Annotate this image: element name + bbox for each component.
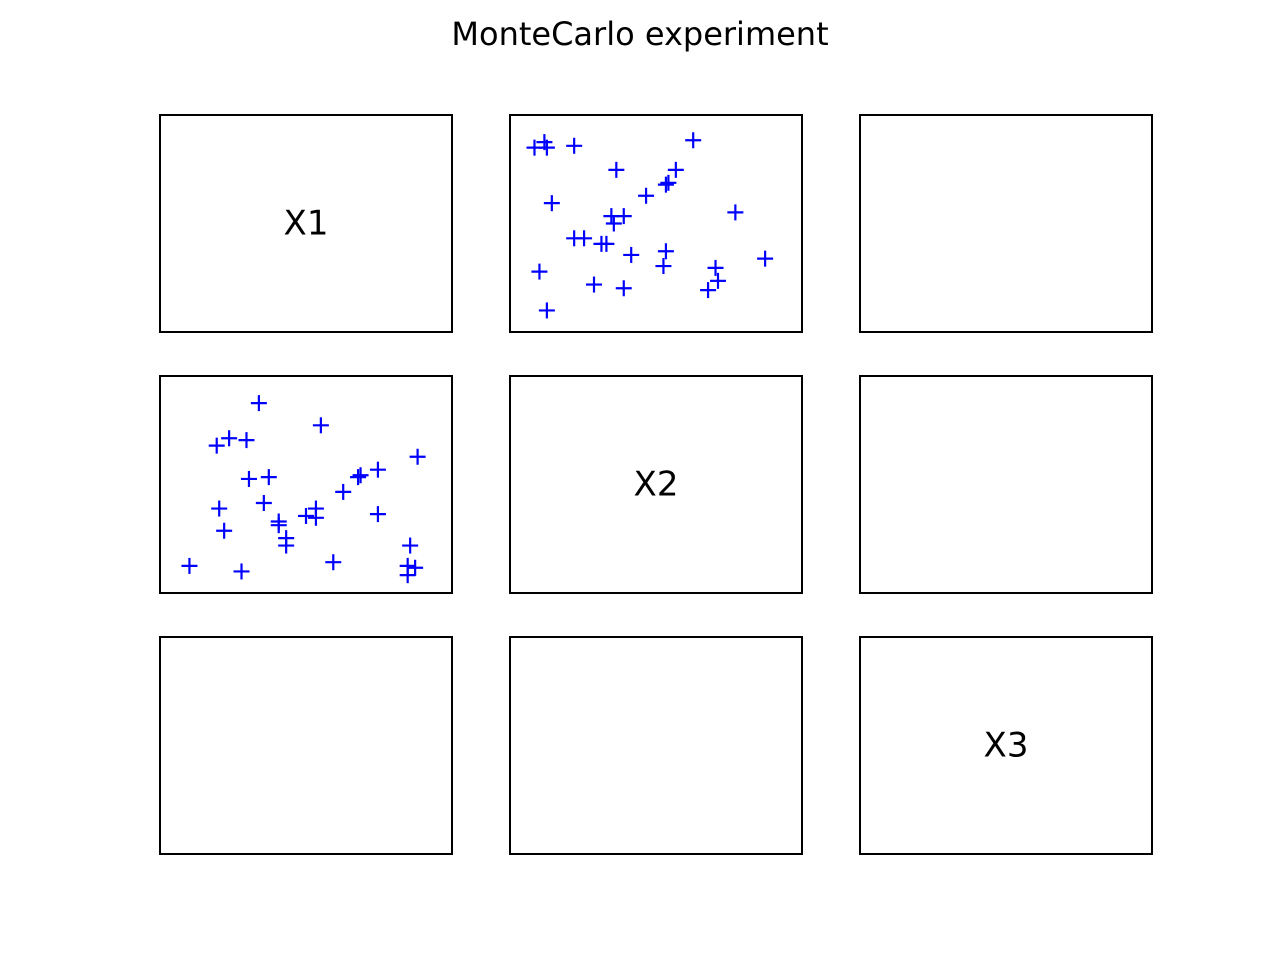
scatter-point — [181, 557, 198, 574]
scatter-point — [700, 282, 717, 299]
panel-frame — [509, 636, 803, 855]
scatter-point — [608, 161, 625, 178]
scatter-point — [350, 469, 367, 486]
panel-frame — [159, 114, 453, 333]
diagonal-label-x2: X2 — [634, 465, 679, 505]
panel-r2-c1 — [509, 636, 803, 855]
panel-r1-c1: X2 — [509, 375, 803, 594]
diagonal-label-x3: X3 — [984, 726, 1029, 766]
scatter-point — [238, 432, 255, 449]
scatter-point — [352, 467, 369, 484]
diagonal-label-x1: X1 — [284, 204, 329, 244]
scatter-point — [407, 559, 424, 576]
panel-r2-c0 — [159, 636, 453, 855]
scatter-point — [250, 395, 267, 412]
scatter-point — [270, 513, 287, 530]
scatter-point — [566, 230, 583, 247]
scatter-point — [707, 259, 724, 276]
scatter-point — [615, 280, 632, 297]
scatter-point — [531, 263, 548, 280]
panel-frame — [159, 375, 453, 594]
scatter-point — [615, 208, 632, 225]
scatter-point — [307, 500, 324, 517]
scatter-point — [255, 495, 272, 511]
scatter-point — [657, 176, 674, 193]
scatter-point — [216, 522, 233, 539]
panel-r0-c2 — [859, 114, 1153, 333]
panel-frame — [859, 114, 1153, 333]
panel-r2-c2: X3 — [859, 636, 1153, 855]
scatter-point — [278, 537, 295, 554]
panel-frame — [159, 636, 453, 855]
panel-grid: X1 X2 X3 — [159, 114, 1153, 855]
scatter-point — [298, 507, 314, 524]
scatter-point — [399, 557, 416, 574]
scatter-point — [369, 461, 386, 478]
scatter-point — [543, 195, 560, 212]
scatter-point — [240, 470, 257, 487]
scatter-point — [409, 448, 426, 465]
scatter-point — [221, 430, 238, 447]
panel-frame — [509, 114, 803, 333]
scatter-point — [667, 161, 684, 178]
scatter-point — [605, 215, 622, 232]
scatter-point — [623, 246, 640, 263]
scatter-point — [211, 500, 228, 517]
scatter-point — [757, 250, 774, 267]
scatter-point — [538, 139, 555, 156]
scatter-point — [335, 483, 352, 500]
panel-frame — [859, 375, 1153, 594]
scatter-point — [586, 276, 602, 293]
scatter-point — [727, 204, 744, 221]
scatter-point — [710, 272, 726, 289]
panel-r0-c1 — [509, 114, 803, 333]
scatter-point — [233, 563, 250, 580]
scatter-point — [208, 437, 225, 454]
scatter-point — [638, 187, 655, 204]
panel-r1-c0 — [159, 375, 453, 594]
panel-r0-c0: X1 — [159, 114, 453, 333]
scatter-point — [325, 554, 342, 571]
scatter-point — [598, 235, 615, 252]
panel-frame — [509, 375, 803, 594]
scatter-point — [538, 302, 555, 319]
scatter-point — [369, 506, 386, 523]
scatter-point — [660, 174, 677, 191]
scatter-point — [260, 469, 277, 486]
scatter-point — [566, 137, 583, 154]
panel-r1-c2 — [859, 375, 1153, 594]
scatter-point — [655, 258, 672, 275]
scatter-point — [402, 537, 419, 554]
panel-frame — [859, 636, 1153, 855]
scatter-point — [657, 243, 674, 260]
scatter-point — [312, 417, 329, 434]
figure-title: MonteCarlo experiment — [451, 15, 828, 53]
scatter-point — [685, 132, 702, 149]
